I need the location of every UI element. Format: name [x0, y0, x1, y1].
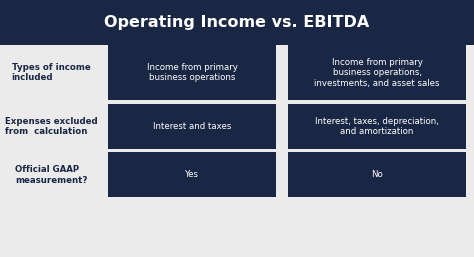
FancyBboxPatch shape [288, 152, 466, 197]
FancyBboxPatch shape [108, 104, 276, 149]
Text: Types of income
included: Types of income included [11, 63, 91, 82]
Text: EBITDA: EBITDA [356, 32, 399, 42]
FancyBboxPatch shape [108, 45, 276, 100]
FancyBboxPatch shape [108, 152, 276, 197]
Text: Operating Income: Operating Income [139, 32, 245, 42]
Text: Income from primary
business operations: Income from primary business operations [147, 63, 237, 82]
Text: Yes: Yes [185, 170, 199, 179]
Text: Interest, taxes, depreciation,
and amortization: Interest, taxes, depreciation, and amort… [315, 117, 439, 136]
Text: Operating Income vs. EBITDA: Operating Income vs. EBITDA [104, 15, 370, 30]
Text: No: No [371, 170, 383, 179]
Text: Expenses excluded
from  calculation: Expenses excluded from calculation [5, 117, 97, 136]
Text: Official GAAP
measurement?: Official GAAP measurement? [15, 165, 87, 185]
Text: Income from primary
business operations,
investments, and asset sales: Income from primary business operations,… [314, 58, 440, 87]
FancyBboxPatch shape [0, 0, 474, 45]
FancyBboxPatch shape [288, 104, 466, 149]
FancyBboxPatch shape [288, 45, 466, 100]
Text: Interest and taxes: Interest and taxes [153, 122, 231, 131]
